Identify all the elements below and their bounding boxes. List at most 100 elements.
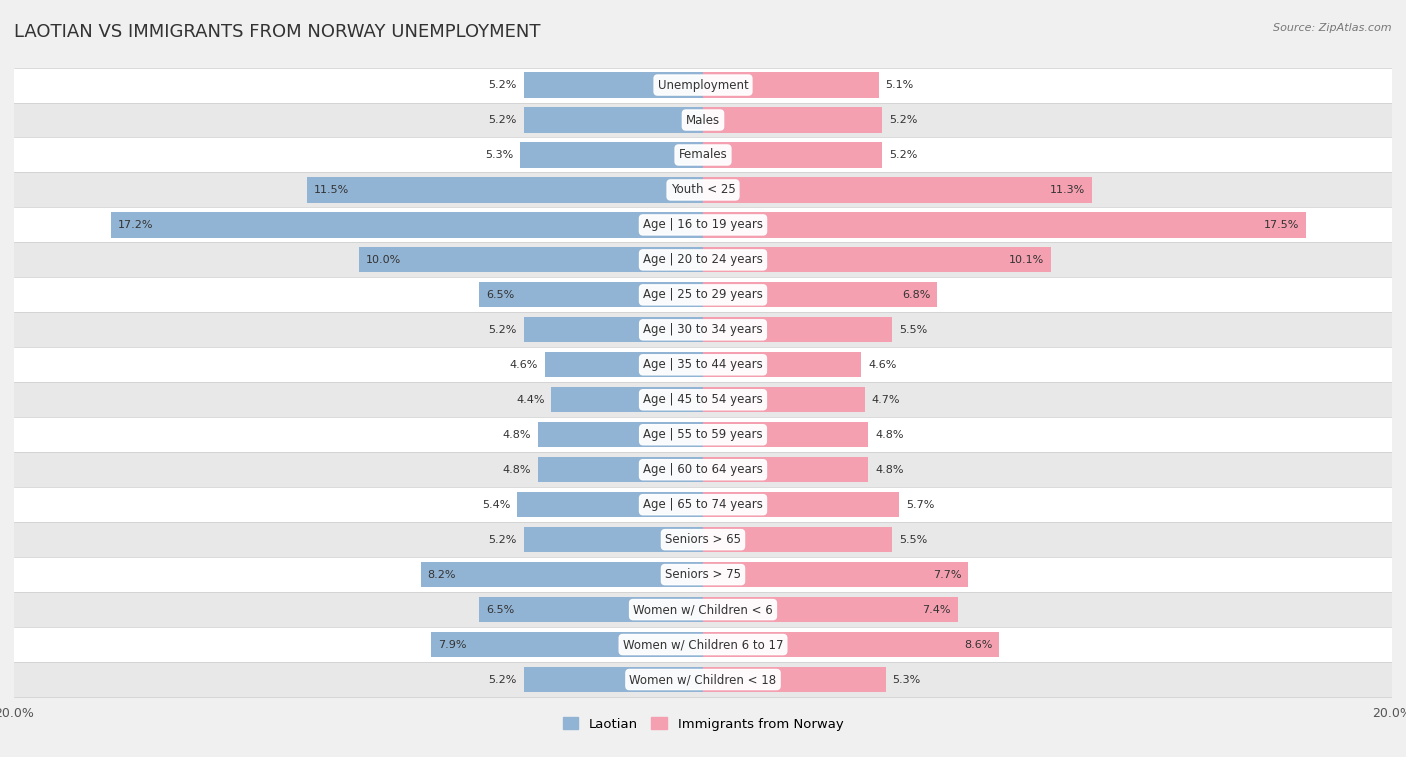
Text: 11.3%: 11.3% [1050,185,1085,195]
Bar [517,492,703,517]
Text: 8.2%: 8.2% [427,569,456,580]
Text: 5.2%: 5.2% [489,80,517,90]
Bar [14,102,1392,138]
Bar [14,207,1392,242]
Bar [14,452,1392,488]
Bar [551,387,703,413]
Text: Females: Females [679,148,727,161]
Bar [524,107,703,132]
Text: 7.7%: 7.7% [932,569,962,580]
Text: 7.4%: 7.4% [922,605,950,615]
Bar [537,457,703,482]
Bar [537,422,703,447]
Text: Age | 25 to 29 years: Age | 25 to 29 years [643,288,763,301]
Bar [14,522,1392,557]
Bar [703,632,1000,657]
Bar [14,662,1392,697]
Bar [14,277,1392,313]
Text: Age | 30 to 34 years: Age | 30 to 34 years [643,323,763,336]
Bar [703,107,882,132]
Bar [14,313,1392,347]
Text: 4.6%: 4.6% [869,360,897,370]
Text: 7.9%: 7.9% [437,640,467,650]
Text: Unemployment: Unemployment [658,79,748,92]
Text: 5.4%: 5.4% [482,500,510,509]
Bar [520,142,703,167]
Bar [14,627,1392,662]
Text: 11.5%: 11.5% [314,185,349,195]
Text: 4.8%: 4.8% [502,430,531,440]
Bar [703,177,1092,203]
Bar [14,138,1392,173]
Text: 5.2%: 5.2% [489,115,517,125]
Text: 5.2%: 5.2% [489,534,517,544]
Text: 4.8%: 4.8% [875,465,904,475]
Bar [703,492,900,517]
Bar [14,417,1392,452]
Text: 10.0%: 10.0% [366,255,401,265]
Text: Women w/ Children 6 to 17: Women w/ Children 6 to 17 [623,638,783,651]
Text: Women w/ Children < 18: Women w/ Children < 18 [630,673,776,686]
Bar [703,667,886,692]
Text: Seniors > 75: Seniors > 75 [665,568,741,581]
Bar [14,242,1392,277]
Bar [14,488,1392,522]
Bar [14,347,1392,382]
Bar [14,382,1392,417]
Bar [703,352,862,378]
Bar [14,557,1392,592]
Bar [524,73,703,98]
Bar [703,317,893,342]
Bar [703,248,1050,273]
Bar [703,422,869,447]
Bar [703,387,865,413]
Text: Youth < 25: Youth < 25 [671,183,735,197]
Bar [524,667,703,692]
Text: Age | 16 to 19 years: Age | 16 to 19 years [643,219,763,232]
Bar [430,632,703,657]
Text: 5.2%: 5.2% [889,115,917,125]
Text: Age | 55 to 59 years: Age | 55 to 59 years [643,428,763,441]
Text: Source: ZipAtlas.com: Source: ZipAtlas.com [1274,23,1392,33]
Text: 6.5%: 6.5% [486,605,515,615]
Text: Age | 45 to 54 years: Age | 45 to 54 years [643,394,763,407]
Text: 17.2%: 17.2% [117,220,153,230]
Text: 4.4%: 4.4% [516,394,544,405]
Text: Women w/ Children < 6: Women w/ Children < 6 [633,603,773,616]
Text: 5.2%: 5.2% [889,150,917,160]
Bar [703,142,882,167]
Bar [14,173,1392,207]
Bar [703,457,869,482]
Bar [703,73,879,98]
Text: 5.2%: 5.2% [489,325,517,335]
Bar [703,562,969,587]
Text: Age | 65 to 74 years: Age | 65 to 74 years [643,498,763,511]
Text: Age | 35 to 44 years: Age | 35 to 44 years [643,358,763,371]
Text: 6.5%: 6.5% [486,290,515,300]
Text: 10.1%: 10.1% [1008,255,1045,265]
Text: Age | 60 to 64 years: Age | 60 to 64 years [643,463,763,476]
Bar [479,597,703,622]
Text: 4.7%: 4.7% [872,394,900,405]
Text: 4.8%: 4.8% [502,465,531,475]
Bar [703,597,957,622]
Bar [544,352,703,378]
Bar [359,248,703,273]
Bar [14,592,1392,627]
Bar [479,282,703,307]
Text: 5.3%: 5.3% [485,150,513,160]
Text: LAOTIAN VS IMMIGRANTS FROM NORWAY UNEMPLOYMENT: LAOTIAN VS IMMIGRANTS FROM NORWAY UNEMPL… [14,23,540,41]
Text: Seniors > 65: Seniors > 65 [665,533,741,546]
Text: 5.2%: 5.2% [489,674,517,684]
Bar [703,282,938,307]
Text: 5.1%: 5.1% [886,80,914,90]
Text: 4.8%: 4.8% [875,430,904,440]
Text: 6.8%: 6.8% [903,290,931,300]
Bar [524,317,703,342]
Bar [14,67,1392,102]
Bar [703,212,1306,238]
Text: 8.6%: 8.6% [965,640,993,650]
Bar [524,527,703,553]
Bar [703,527,893,553]
Text: 5.5%: 5.5% [900,325,928,335]
